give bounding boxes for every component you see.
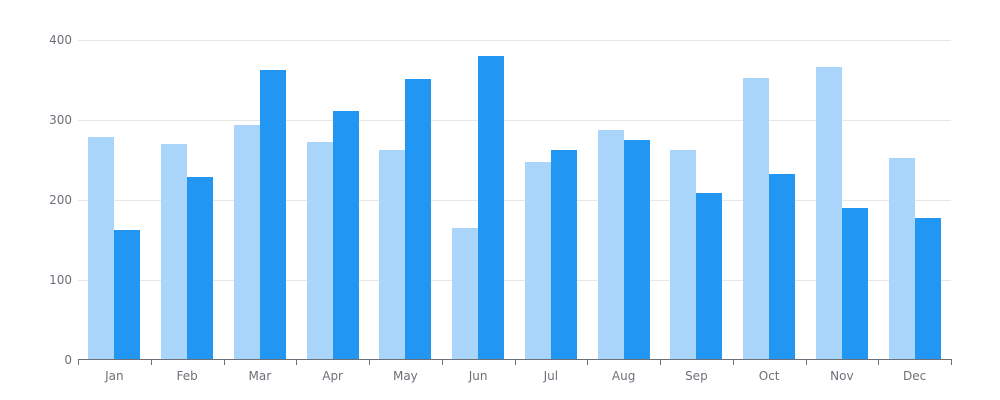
x-axis-category-label: May bbox=[392, 369, 418, 383]
bar-dark-blue-series-mar[interactable] bbox=[259, 70, 286, 359]
bar-light-blue-series-may[interactable] bbox=[379, 149, 406, 359]
x-axis-category-label: Nov bbox=[830, 369, 854, 383]
x-axis-line bbox=[78, 359, 952, 360]
bar-dark-blue-series-jun[interactable] bbox=[478, 56, 505, 359]
x-axis-category-label: Oct bbox=[758, 369, 780, 383]
x-axis-category-label: Apr bbox=[322, 369, 343, 383]
x-axis-category-label: Jun bbox=[468, 369, 488, 383]
x-axis-category-label: Jan bbox=[105, 369, 124, 383]
x-axis-category-label: Mar bbox=[248, 369, 272, 383]
bar-light-blue-series-nov[interactable] bbox=[815, 67, 842, 359]
y-gridline-300 bbox=[78, 119, 951, 121]
bar-light-blue-series-jan[interactable] bbox=[88, 136, 115, 359]
bar-light-blue-series-dec[interactable] bbox=[888, 157, 915, 359]
bar-light-blue-series-jul[interactable] bbox=[524, 161, 551, 359]
y-axis-tick-label: 300 bbox=[49, 113, 72, 127]
bar-dark-blue-series-feb[interactable] bbox=[187, 176, 214, 359]
bar-dark-blue-series-apr[interactable] bbox=[332, 111, 359, 359]
bar-light-blue-series-oct[interactable] bbox=[743, 77, 770, 359]
bar-dark-blue-series-aug[interactable] bbox=[623, 140, 650, 359]
x-axis-tick bbox=[78, 360, 79, 365]
y-axis-tick-label: 0 bbox=[64, 353, 72, 367]
bar-light-blue-series-feb[interactable] bbox=[161, 144, 188, 359]
x-axis-tick bbox=[587, 360, 589, 365]
x-axis-category-label: Sep bbox=[685, 369, 708, 383]
x-axis-tick bbox=[441, 360, 443, 365]
x-axis-category-label: Jul bbox=[543, 369, 559, 383]
y-gridline-400 bbox=[78, 39, 951, 41]
y-axis-tick-label: 200 bbox=[49, 193, 72, 207]
bar-light-blue-series-sep[interactable] bbox=[670, 149, 697, 359]
x-axis-tick bbox=[223, 360, 225, 365]
y-axis-tick-label: 100 bbox=[49, 273, 72, 287]
x-axis-tick bbox=[514, 360, 516, 365]
bar-light-blue-series-mar[interactable] bbox=[233, 124, 260, 359]
x-axis-tick bbox=[296, 360, 298, 365]
y-axis-tick-label: 400 bbox=[49, 33, 72, 47]
bar-light-blue-series-aug[interactable] bbox=[597, 129, 624, 359]
x-axis-category-label: Aug bbox=[611, 369, 636, 383]
x-axis-tick bbox=[369, 360, 370, 365]
bar-light-blue-series-apr[interactable] bbox=[306, 141, 333, 359]
x-axis-tick bbox=[805, 360, 807, 365]
x-axis-tick bbox=[150, 360, 152, 365]
bar-light-blue-series-jun[interactable] bbox=[452, 228, 479, 359]
x-axis-category-label: Dec bbox=[903, 369, 927, 383]
bar-dark-blue-series-nov[interactable] bbox=[841, 208, 868, 359]
bar-dark-blue-series-jan[interactable] bbox=[114, 229, 141, 359]
bar-dark-blue-series-dec[interactable] bbox=[914, 218, 941, 359]
y-gridline-200 bbox=[78, 199, 951, 201]
x-axis-tick bbox=[732, 360, 734, 365]
bar-dark-blue-series-oct[interactable] bbox=[769, 173, 796, 359]
y-gridline-100 bbox=[78, 279, 951, 281]
bar-dark-blue-series-may[interactable] bbox=[405, 79, 432, 359]
x-axis-tick bbox=[878, 360, 880, 365]
x-axis-category-label: Feb bbox=[176, 369, 198, 383]
x-axis-tick bbox=[660, 360, 661, 365]
bar-dark-blue-series-sep[interactable] bbox=[696, 192, 723, 359]
x-axis-tick bbox=[951, 360, 952, 365]
bar-dark-blue-series-jul[interactable] bbox=[550, 149, 577, 359]
